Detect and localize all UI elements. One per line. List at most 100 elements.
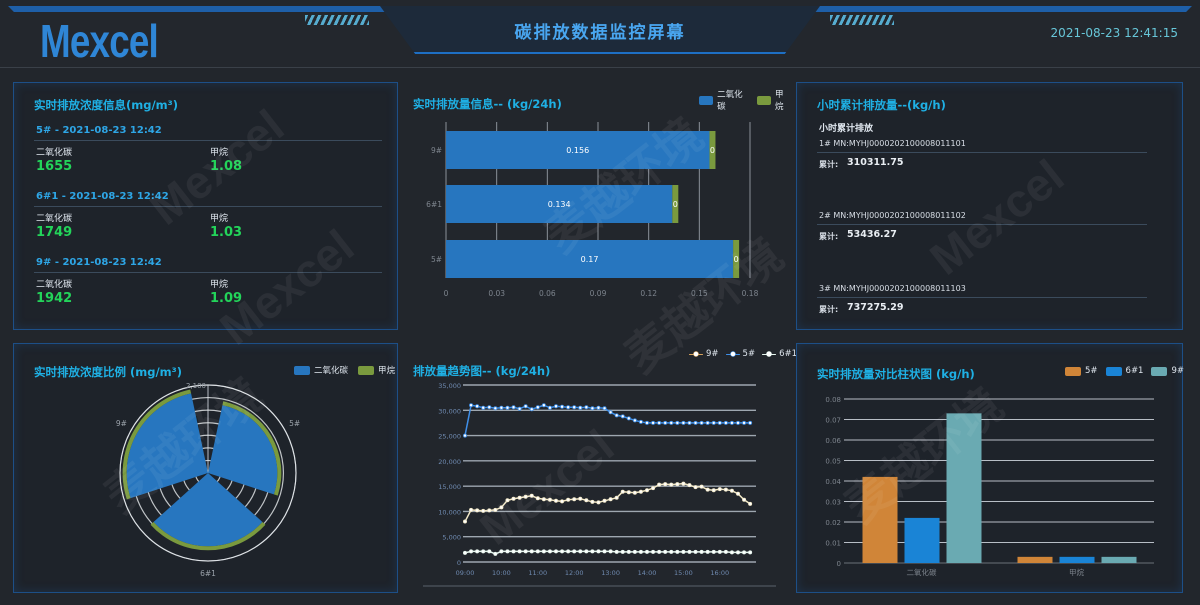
data-point bbox=[523, 549, 528, 554]
data-point bbox=[717, 487, 722, 492]
data-point bbox=[487, 405, 492, 410]
data-point bbox=[651, 549, 656, 554]
data-point bbox=[742, 420, 747, 425]
legend-marker bbox=[762, 351, 777, 357]
data-point bbox=[547, 497, 552, 502]
data-point bbox=[523, 404, 528, 409]
legend-label[interactable]: 6#1 bbox=[1125, 366, 1144, 376]
bar bbox=[946, 413, 982, 563]
legend-label[interactable]: 9# bbox=[706, 349, 719, 359]
horizontal-bar-chart: 0 0.03 0.06 0.09 0.12 0.15 0.18 0.17 0 5# 0.134 0 6#… bbox=[426, 122, 759, 298]
data-point bbox=[742, 497, 747, 502]
device-mn: 3# MN:MYHJ0000202100008011103 bbox=[819, 284, 966, 293]
cumulative-value: 53436.27 bbox=[847, 229, 897, 240]
x-tick-label: 14:00 bbox=[638, 569, 657, 577]
panel-title: 实时排放量对比柱状图 (kg/h) bbox=[817, 367, 975, 381]
data-point bbox=[614, 413, 619, 418]
header: Mexcel 碳排放数据监控屏幕 2021-08-23 12:41:15 bbox=[0, 0, 1200, 68]
y-tick-label: 25,000 bbox=[438, 433, 461, 441]
bar-co2 bbox=[446, 240, 734, 278]
data-point bbox=[644, 488, 649, 493]
x-tick-label: 二氧化碳 bbox=[907, 567, 937, 577]
data-point bbox=[553, 498, 558, 503]
data-label: 0.156 bbox=[566, 146, 589, 155]
hourly-panel: 小时累计排放量--(kg/h) 小时累计排放 1# MN:MYHJ0000202… bbox=[796, 82, 1183, 330]
data-point bbox=[511, 405, 516, 410]
data-point bbox=[584, 498, 589, 503]
data-point bbox=[505, 405, 510, 410]
legend-label[interactable]: 9# bbox=[1171, 366, 1185, 376]
data-point bbox=[663, 549, 668, 554]
data-point bbox=[669, 482, 674, 487]
legend-label[interactable]: 二氧化碳 bbox=[717, 90, 743, 112]
data-point bbox=[657, 420, 662, 425]
data-point bbox=[505, 549, 510, 554]
data-point bbox=[529, 407, 534, 412]
y-tick-label: 20,000 bbox=[438, 458, 461, 466]
bar bbox=[1101, 556, 1137, 563]
data-point bbox=[693, 485, 698, 490]
divider bbox=[34, 140, 382, 141]
legend-label[interactable]: 甲烷 bbox=[775, 90, 784, 112]
data-point bbox=[723, 420, 728, 425]
data-point bbox=[638, 549, 643, 554]
co2-value: 1749 bbox=[36, 225, 73, 240]
data-point bbox=[469, 549, 474, 554]
data-point bbox=[711, 488, 716, 493]
data-point bbox=[669, 420, 674, 425]
bar-co2 bbox=[446, 185, 673, 223]
legend-label[interactable]: 5# bbox=[1085, 366, 1098, 376]
data-point bbox=[469, 403, 474, 408]
subtitle: 小时累计排放 bbox=[819, 124, 874, 134]
data-point bbox=[596, 549, 601, 554]
data-point bbox=[663, 420, 668, 425]
legend-label[interactable]: 6#1 bbox=[779, 349, 798, 359]
cumulative-value: 310311.75 bbox=[847, 157, 904, 168]
x-tick-label: 12:00 bbox=[565, 569, 584, 577]
legend-label[interactable]: 5# bbox=[742, 349, 756, 359]
data-point bbox=[499, 549, 504, 554]
y-tick-label: 5,000 bbox=[442, 534, 461, 542]
data-label: 0.17 bbox=[581, 255, 599, 264]
legend-label[interactable]: 甲烷 bbox=[378, 366, 396, 376]
data-point bbox=[566, 497, 571, 502]
data-point bbox=[657, 482, 662, 487]
y-tick-label: 6#1 bbox=[426, 200, 442, 209]
data-point bbox=[517, 406, 522, 411]
data-point bbox=[748, 501, 753, 506]
bar-ch4 bbox=[733, 240, 740, 278]
x-tick-label: 0.12 bbox=[640, 289, 657, 298]
data-point bbox=[742, 550, 747, 555]
x-tick-label: 0 bbox=[444, 289, 449, 298]
data-point bbox=[572, 549, 577, 554]
legend-swatch bbox=[1065, 366, 1081, 376]
legend: 5# 6#1 9# bbox=[1065, 366, 1184, 376]
data-point bbox=[614, 549, 619, 554]
data-point bbox=[748, 420, 753, 425]
data-point bbox=[560, 549, 565, 554]
y-tick-label: 15,000 bbox=[438, 483, 461, 491]
y-tick-label: 30,000 bbox=[438, 407, 461, 415]
data-point bbox=[705, 420, 710, 425]
data-point bbox=[681, 549, 686, 554]
ch4-label: 甲烷 bbox=[210, 280, 229, 290]
data-point bbox=[699, 484, 704, 489]
legend-label[interactable]: 二氧化碳 bbox=[314, 366, 349, 376]
x-tick-label: 0.06 bbox=[539, 289, 556, 298]
station-header: 5# - 2021-08-23 12:42 bbox=[36, 125, 162, 136]
data-point bbox=[717, 420, 722, 425]
co2-value: 1942 bbox=[36, 291, 73, 306]
data-point bbox=[463, 433, 468, 438]
data-point bbox=[499, 405, 504, 410]
station-header: 9# - 2021-08-23 12:42 bbox=[36, 257, 162, 268]
data-point bbox=[602, 406, 607, 411]
data-point bbox=[535, 549, 540, 554]
data-point bbox=[517, 495, 522, 500]
data-point bbox=[644, 420, 649, 425]
panel-title: 排放量趋势图-- (kg/24h) bbox=[413, 364, 551, 378]
co2-value: 1655 bbox=[36, 159, 73, 174]
data-point bbox=[596, 500, 601, 505]
device-mn: 1# MN:MYHJ0000202100008011101 bbox=[819, 139, 966, 148]
data-point bbox=[705, 487, 710, 492]
data-point bbox=[735, 491, 740, 496]
